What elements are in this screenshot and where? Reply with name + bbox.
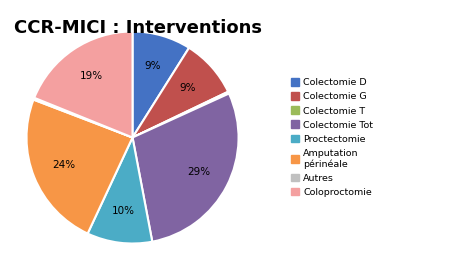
Wedge shape [34, 31, 133, 138]
Wedge shape [133, 94, 239, 242]
Text: 9%: 9% [145, 61, 161, 71]
Text: 9%: 9% [180, 83, 196, 93]
Wedge shape [33, 98, 133, 138]
Text: 19%: 19% [80, 71, 102, 81]
Text: CCR-MICI : Interventions: CCR-MICI : Interventions [14, 19, 262, 37]
Wedge shape [88, 138, 152, 244]
Legend: Colectomie D, Colectomie G, Colectomie T, Colectomie Tot, Proctectomie, Amputati: Colectomie D, Colectomie G, Colectomie T… [291, 78, 373, 197]
Wedge shape [27, 100, 133, 233]
Text: 10%: 10% [112, 206, 135, 216]
Text: 24%: 24% [52, 160, 75, 170]
Wedge shape [133, 31, 189, 138]
Text: 29%: 29% [187, 167, 210, 177]
Wedge shape [133, 92, 229, 138]
Wedge shape [133, 48, 228, 138]
